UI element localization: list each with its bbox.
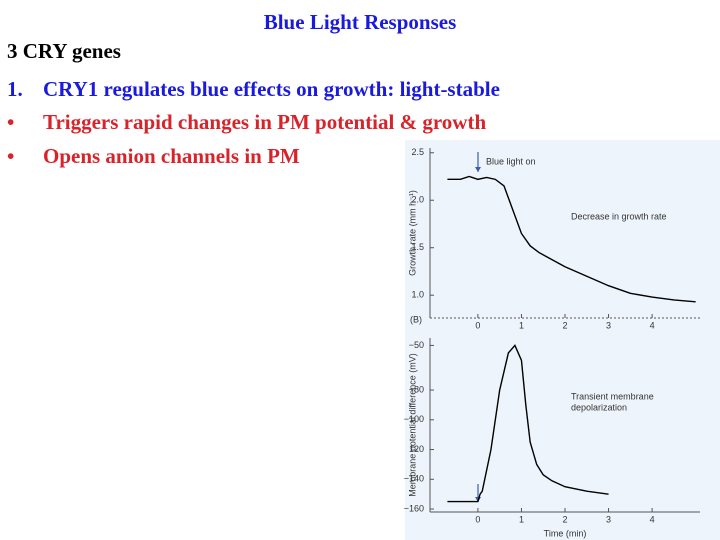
x-tick-label: 3 (606, 514, 611, 524)
x-tick-label: 2 (562, 514, 567, 524)
y-tick-label: 1.0 (411, 290, 424, 300)
data-line (447, 175, 696, 303)
arrow-head (475, 167, 481, 172)
annotation: Blue light on (486, 156, 536, 166)
y-tick-label: 2.5 (411, 147, 424, 157)
x-tick-label: 2 (562, 320, 567, 330)
x-tick-label: 0 (475, 514, 480, 524)
y-tick-label: 1.5 (411, 242, 424, 252)
y-tick-label: −50 (409, 340, 424, 350)
item-text: CRY1 regulates blue effects on growth: l… (43, 77, 500, 101)
x-tick-label: 0 (475, 320, 480, 330)
x-tick-label: 3 (606, 320, 611, 330)
data-line (447, 344, 609, 503)
slide-title: Blue Light Responses (264, 10, 457, 34)
item-number: 1. (7, 77, 23, 101)
annotation: (B) (410, 314, 422, 324)
annotation: Transient membrane (571, 391, 654, 401)
x-tick-label: 4 (650, 514, 655, 524)
y-tick-label: −140 (404, 474, 424, 484)
bullet-marker: • (7, 110, 14, 134)
y-tick-label: −160 (404, 503, 424, 513)
figure-background (405, 140, 720, 540)
x-tick-label: 1 (519, 514, 524, 524)
y-tick-label: 2.0 (411, 195, 424, 205)
y-tick-label: 120 (409, 444, 424, 454)
bullet-marker: • (7, 144, 14, 168)
bullet-text: Opens anion channels in PM (43, 144, 300, 168)
heading: 3 CRY genes (7, 39, 121, 63)
annotation: Decrease in growth rate (571, 211, 667, 221)
y-tick-label: −100 (404, 414, 424, 424)
figure: 1.0 1.5 2.0 2.5 0 1 2 3 4 Growth rate (mm h⁻¹) Blu… (404, 147, 700, 538)
y-tick-label: −80 (409, 384, 424, 394)
bullet-text: Triggers rapid changes in PM potential &… (43, 110, 486, 134)
x-tick-label: 4 (650, 320, 655, 330)
x-axis-label: Time (min) (544, 528, 587, 538)
y-axis-label: Growth rate (mm h⁻¹) (407, 190, 417, 276)
y-axis-label: Membrane potential difference (mV) (407, 353, 417, 496)
annotation: depolarization (571, 402, 627, 412)
x-tick-label: 1 (519, 320, 524, 330)
